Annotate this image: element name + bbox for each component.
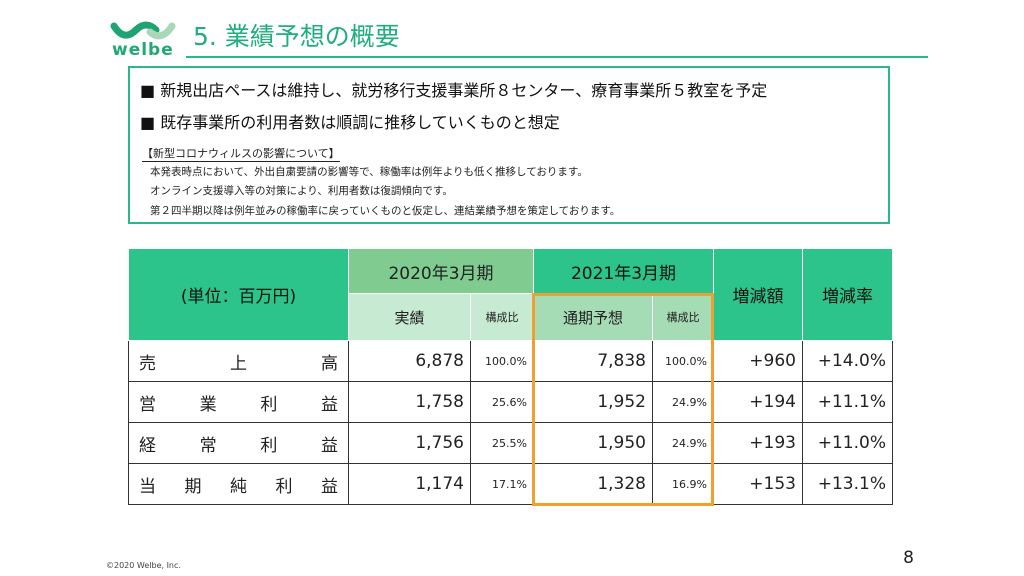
cell-forecast-ratio: 24.9% <box>652 381 714 423</box>
ratio-header: 構成比 <box>652 293 714 341</box>
actual-header: 実績 <box>348 293 471 341</box>
forecast-table: (単位：百万円) 2020年3月期 2021年3月期 増減額 増減率 実績 構成… <box>128 248 893 505</box>
cell-forecast: 1,952 <box>533 381 653 423</box>
page-number: 8 <box>903 548 914 568</box>
cell-rate: +13.1% <box>802 463 893 505</box>
row-label: 当期純利益 <box>128 463 349 505</box>
note-heading: 【新型コロナウィルスの影響について】 <box>142 147 340 162</box>
cell-rate: +11.1% <box>802 381 893 423</box>
cell-actual: 1,756 <box>348 422 471 464</box>
note: 第２四半期以降は例年並みの稼働率に戻っていくものと仮定し、連結業績予想を策定して… <box>150 205 621 217</box>
label-char: 高 <box>321 353 338 374</box>
cell-diff: +960 <box>713 340 803 382</box>
cell-forecast-ratio: 24.9% <box>652 422 714 464</box>
bullet: ■ 新規出店ペースは維持し、就労移行支援事業所８センター、療育事業所５教室を予定 <box>140 81 768 100</box>
cell-forecast-ratio: 100.0% <box>652 340 714 382</box>
forecast-header: 通期予想 <box>533 293 653 341</box>
page-title: 5. 業績予想の概要 <box>193 22 400 51</box>
title-divider <box>186 56 928 58</box>
cell-actual-ratio: 25.5% <box>470 422 534 464</box>
label-char: 常 <box>199 435 217 456</box>
summary-box: ■ 新規出店ペースは維持し、就労移行支援事業所８センター、療育事業所５教室を予定… <box>128 66 890 224</box>
cell-actual: 6,878 <box>348 340 471 382</box>
cell-forecast: 7,838 <box>533 340 653 382</box>
label-char: 益 <box>320 394 338 415</box>
label-char: 利 <box>275 476 293 497</box>
cell-forecast: 1,328 <box>533 463 653 505</box>
note: 本発表時点において、外出自粛要請の影響等で、稼働率は例年よりも低く推移しておりま… <box>150 166 588 178</box>
ratio-header: 構成比 <box>470 293 534 341</box>
bullet: ■ 既存事業所の利用者数は順調に推移していくものと想定 <box>140 113 560 132</box>
logo-text: welbe <box>112 40 174 60</box>
label-char: 利 <box>260 435 278 456</box>
fy2020-header: 2020年3月期 <box>348 248 534 294</box>
cell-actual-ratio: 17.1% <box>470 463 534 505</box>
table-row: 当 期 純 利 益 1,174 17.1% 1,328 16.9% +153 +13.1% <box>128 463 893 505</box>
row-label: 営業利益 <box>128 381 349 423</box>
cell-forecast-ratio: 16.9% <box>652 463 714 505</box>
cell-actual-ratio: 25.6% <box>470 381 534 423</box>
cell-diff: +153 <box>713 463 803 505</box>
fy2021-header: 2021年3月期 <box>533 248 714 294</box>
cell-diff: +194 <box>713 381 803 423</box>
label-char: 利 <box>260 394 278 415</box>
label-char: 業 <box>199 394 217 415</box>
row-label: 売上高 <box>128 340 349 382</box>
diff-header: 増減額 <box>713 248 803 341</box>
rate-header: 増減率 <box>802 248 893 341</box>
unit-header: (単位：百万円) <box>128 248 349 341</box>
label-char: 経 <box>139 435 156 456</box>
cell-diff: +193 <box>713 422 803 464</box>
row-label: 経常利益 <box>128 422 349 464</box>
copyright: ©2020 Welbe, Inc. <box>106 561 181 570</box>
cell-actual: 1,758 <box>348 381 471 423</box>
label-char: 益 <box>320 435 338 456</box>
cell-forecast: 1,950 <box>533 422 653 464</box>
note: オンライン支援導入等の対策により、利用者数は復調傾向です。 <box>150 185 453 197</box>
cell-actual-ratio: 100.0% <box>470 340 534 382</box>
label-char: 上 <box>230 353 247 374</box>
label-char: 営 <box>139 394 156 415</box>
welbe-logo-icon <box>110 21 176 40</box>
cell-actual: 1,174 <box>348 463 471 505</box>
label-char: 期 <box>184 476 202 497</box>
cell-rate: +14.0% <box>802 340 893 382</box>
label-char: 売 <box>139 353 156 374</box>
label-char: 益 <box>321 476 338 497</box>
table-row: 経 常 利 益 1,756 25.5% 1,950 24.9% +193 +11.0% <box>128 422 893 464</box>
label-char: 純 <box>230 476 247 497</box>
table-row: 営 業 利 益 1,758 25.6% 1,952 24.9% +194 +11.1% <box>128 381 893 423</box>
table-row: 売上高 6,878 100.0% 7,838 100.0% +960 +14.0% <box>128 340 893 382</box>
label-char: 当 <box>139 476 156 497</box>
cell-rate: +11.0% <box>802 422 893 464</box>
